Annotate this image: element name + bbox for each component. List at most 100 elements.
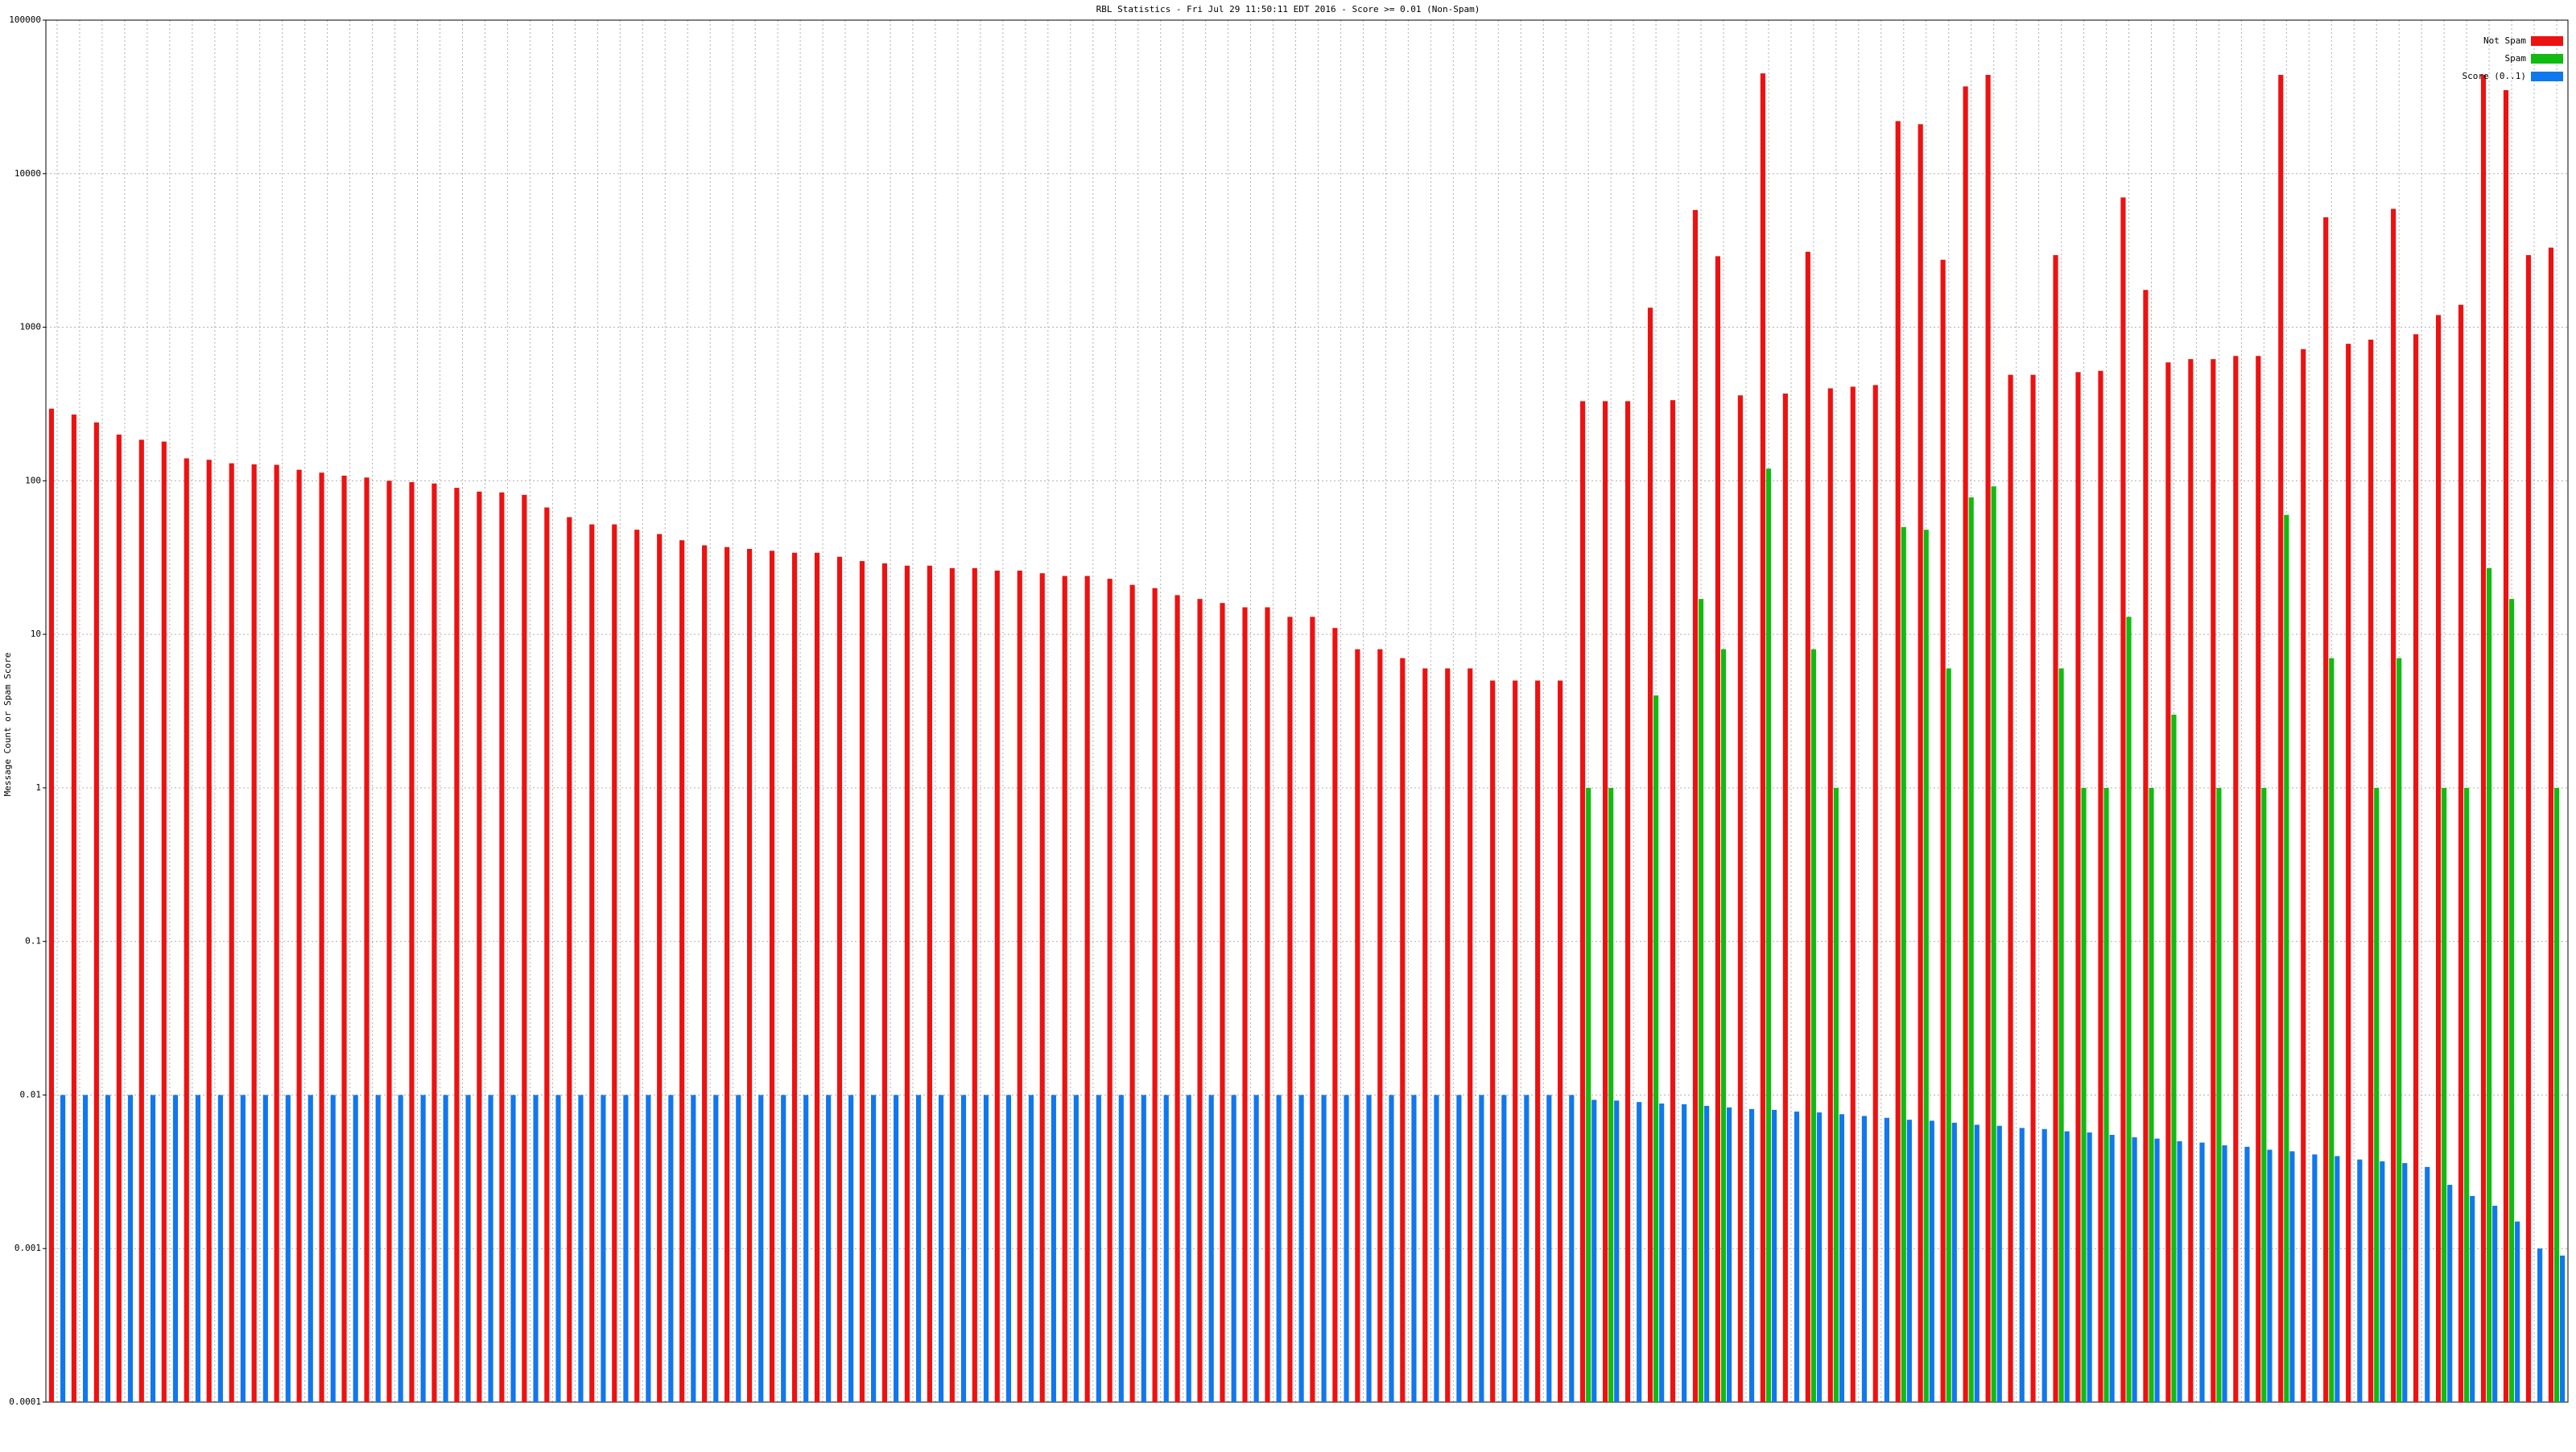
bar	[668, 1095, 674, 1402]
bar	[2171, 714, 2177, 1402]
bar	[2374, 787, 2380, 1402]
bar	[150, 1095, 156, 1402]
bar	[1737, 395, 1743, 1403]
bar	[1637, 1102, 1642, 1402]
bar	[803, 1095, 809, 1402]
bar	[2470, 1195, 2475, 1402]
bar	[791, 552, 798, 1402]
bar	[2149, 787, 2154, 1402]
bar	[2442, 787, 2447, 1402]
bar	[2233, 356, 2239, 1402]
bar	[2087, 1132, 2092, 1402]
bar	[2278, 75, 2284, 1402]
bar	[2323, 217, 2329, 1403]
bar	[1535, 680, 1541, 1402]
bar	[2447, 1185, 2453, 1402]
bar	[1653, 695, 1659, 1402]
bar	[1765, 468, 1772, 1402]
bar	[1107, 579, 1113, 1402]
bar	[2402, 1163, 2408, 1402]
bar	[1051, 1095, 1056, 1402]
bar	[1591, 1099, 1597, 1402]
bar	[1265, 607, 1270, 1402]
bar	[2165, 362, 2171, 1402]
bar	[938, 1095, 944, 1402]
bar	[1186, 1095, 1191, 1402]
bar	[949, 567, 955, 1403]
bar	[1895, 121, 1901, 1402]
bar	[1276, 1095, 1282, 1402]
bar	[2019, 1128, 2025, 1402]
bar	[1310, 617, 1315, 1402]
bar	[2334, 1156, 2340, 1402]
bar	[1918, 124, 1923, 1402]
bar	[1468, 668, 1473, 1402]
bar	[2058, 668, 2064, 1402]
bar	[1355, 649, 1360, 1402]
bar	[1344, 1095, 1349, 1402]
bar	[319, 472, 324, 1402]
legend-swatch	[2531, 54, 2563, 64]
bar	[285, 1095, 291, 1402]
bar	[1698, 599, 1704, 1402]
bar	[353, 1095, 358, 1402]
bar	[1005, 1095, 1012, 1402]
bar	[859, 561, 865, 1403]
bar	[1253, 1095, 1259, 1402]
bar	[2267, 1149, 2273, 1402]
legend-swatch	[2531, 72, 2563, 81]
bar	[1501, 1095, 1507, 1402]
bar	[2508, 599, 2515, 1402]
bar	[2515, 1221, 2520, 1402]
bar	[2413, 334, 2419, 1403]
bar	[409, 482, 415, 1402]
bar	[1968, 497, 1974, 1402]
bar	[1332, 628, 1338, 1402]
bar	[1152, 588, 1158, 1402]
bar	[1624, 401, 1631, 1403]
bar	[1816, 1112, 1823, 1402]
bar	[1141, 1095, 1146, 1402]
bar	[2103, 787, 2109, 1402]
bar	[1569, 1095, 1575, 1402]
bar	[836, 556, 843, 1402]
bar	[1760, 73, 1765, 1403]
bar	[386, 481, 392, 1403]
bar	[826, 1095, 832, 1402]
bar	[915, 1095, 922, 1402]
bar	[736, 1095, 741, 1402]
bar	[691, 1095, 696, 1402]
bar	[499, 492, 505, 1402]
bar	[1901, 526, 1906, 1402]
bar	[2553, 787, 2560, 1402]
bar	[1974, 1124, 1979, 1402]
bar	[1287, 617, 1293, 1402]
bar	[1872, 385, 1878, 1403]
bar	[330, 1095, 336, 1402]
bar	[881, 563, 887, 1402]
bar	[994, 570, 1000, 1403]
bar	[2222, 1145, 2227, 1402]
bar	[116, 434, 122, 1402]
y-tick-label: 0.1	[25, 936, 41, 947]
bar	[1321, 1095, 1327, 1402]
bar	[1682, 1103, 1687, 1402]
bar	[747, 548, 753, 1402]
bar	[983, 1095, 989, 1402]
bar	[724, 547, 730, 1402]
bar	[1524, 1095, 1530, 1402]
bar	[555, 1095, 561, 1402]
bar	[2464, 787, 2470, 1402]
bar	[2211, 359, 2216, 1402]
bar	[93, 422, 99, 1402]
bar	[251, 464, 257, 1402]
bar	[217, 1095, 223, 1402]
bar	[1231, 1095, 1236, 1402]
bar	[274, 464, 279, 1402]
bar	[2132, 1137, 2137, 1402]
bar	[229, 463, 234, 1402]
bar	[443, 1095, 448, 1402]
bar	[1659, 1103, 1665, 1402]
bar	[1991, 486, 1996, 1402]
bar	[702, 545, 708, 1403]
